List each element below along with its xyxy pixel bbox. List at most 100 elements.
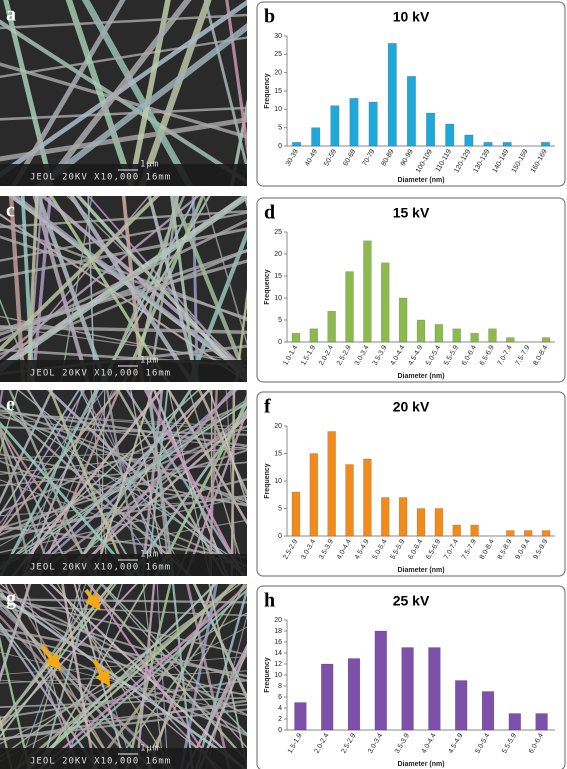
fiber [10, 0, 126, 186]
fiber [208, 584, 247, 769]
bar [464, 134, 474, 147]
fiber [22, 390, 212, 576]
y-tick-label: 8 [278, 683, 282, 690]
fiber [143, 390, 245, 576]
y-tick-label: 15 [274, 273, 282, 280]
bar [540, 142, 550, 147]
fiber [128, 0, 171, 186]
fiber [0, 401, 247, 571]
fiber [184, 407, 247, 576]
fiber [230, 98, 247, 186]
fiber [0, 430, 54, 576]
fiber [0, 196, 160, 352]
fiber [99, 584, 247, 749]
bar [368, 101, 378, 147]
sem-caption: JEOL 20KV X10,000 16mm [30, 369, 171, 379]
bar [506, 530, 515, 537]
bar [345, 271, 354, 343]
y-tick-label: 0 [278, 533, 282, 540]
y-tick-label: 30 [274, 33, 282, 40]
y-tick-label: 18 [274, 628, 282, 635]
fiber [9, 584, 118, 769]
fiber [187, 227, 247, 382]
bar [445, 123, 455, 147]
bar [426, 112, 436, 147]
chart-title: 10 kV [393, 9, 430, 25]
y-tick-label: 10 [274, 106, 282, 113]
bar [327, 310, 336, 343]
fiber [0, 325, 247, 363]
fiber [234, 288, 247, 382]
fiber [0, 460, 247, 568]
x-axis-title: Diameter (nm) [397, 567, 444, 574]
bars [292, 43, 550, 147]
fiber [0, 390, 19, 455]
sem-caption: JEOL 20KV X10,000 16mm [30, 563, 171, 573]
y-axis-title: Frequency [264, 657, 271, 693]
y-tick-label: 10 [274, 478, 282, 485]
fiber [0, 622, 115, 769]
fiber [0, 36, 247, 78]
sem-caption: JEOL 20KV X10,000 16mm [30, 173, 171, 183]
scale-label: 1μm [140, 744, 159, 754]
y-axis-title: Frequency [264, 73, 271, 109]
fiber [167, 390, 247, 526]
bar [470, 332, 479, 343]
fiber [0, 390, 200, 570]
fiber [0, 404, 247, 568]
fiber [0, 635, 31, 769]
bar [416, 319, 426, 343]
fiber [208, 390, 247, 506]
fiber [208, 390, 218, 576]
bar [398, 497, 408, 537]
bar [349, 98, 359, 147]
fiber [0, 497, 247, 517]
y-tick-label: 20 [274, 423, 282, 430]
fiber [3, 0, 54, 186]
fiber [0, 426, 75, 576]
panel-letter: b [264, 6, 275, 28]
bar [309, 328, 318, 343]
fiber [0, 412, 247, 432]
fiber [186, 584, 231, 769]
fiber [48, 390, 129, 576]
arrow [84, 588, 101, 611]
fiber [168, 390, 211, 576]
fiber [0, 696, 247, 708]
bar [309, 453, 318, 537]
bar [292, 142, 302, 147]
sem-caption: JEOL 20KV X10,000 16mm [30, 757, 171, 767]
bar [452, 524, 461, 537]
y-tick-label: 5 [278, 317, 282, 324]
fiber [146, 390, 175, 576]
fiber [0, 670, 247, 684]
bar [363, 458, 372, 537]
panel-letter: c [6, 200, 15, 222]
fiber [0, 612, 247, 745]
caption-bar [0, 360, 247, 382]
y-tick-label: 20 [274, 70, 282, 77]
y-tick-label: 15 [274, 88, 282, 95]
scale-label: 1μm [140, 356, 159, 366]
panel-letter: d [264, 202, 275, 224]
y-tick-label: 0 [278, 143, 282, 150]
bar [401, 647, 414, 731]
fiber [79, 390, 173, 576]
fiber [0, 390, 98, 576]
fiber [0, 196, 150, 376]
y-tick-label: 12 [274, 661, 282, 668]
fiber [203, 0, 247, 174]
bar [347, 658, 361, 731]
x-axis-title: Diameter (nm) [397, 373, 444, 380]
bars [294, 630, 548, 731]
bar [330, 105, 340, 147]
fiber [0, 495, 247, 554]
caption-bar [0, 554, 247, 576]
fiber [0, 196, 247, 373]
fiber [0, 218, 247, 343]
fiber [88, 584, 217, 769]
fiber [103, 196, 186, 382]
fiber [8, 390, 94, 576]
fiber [45, 588, 247, 769]
bar [311, 127, 321, 147]
